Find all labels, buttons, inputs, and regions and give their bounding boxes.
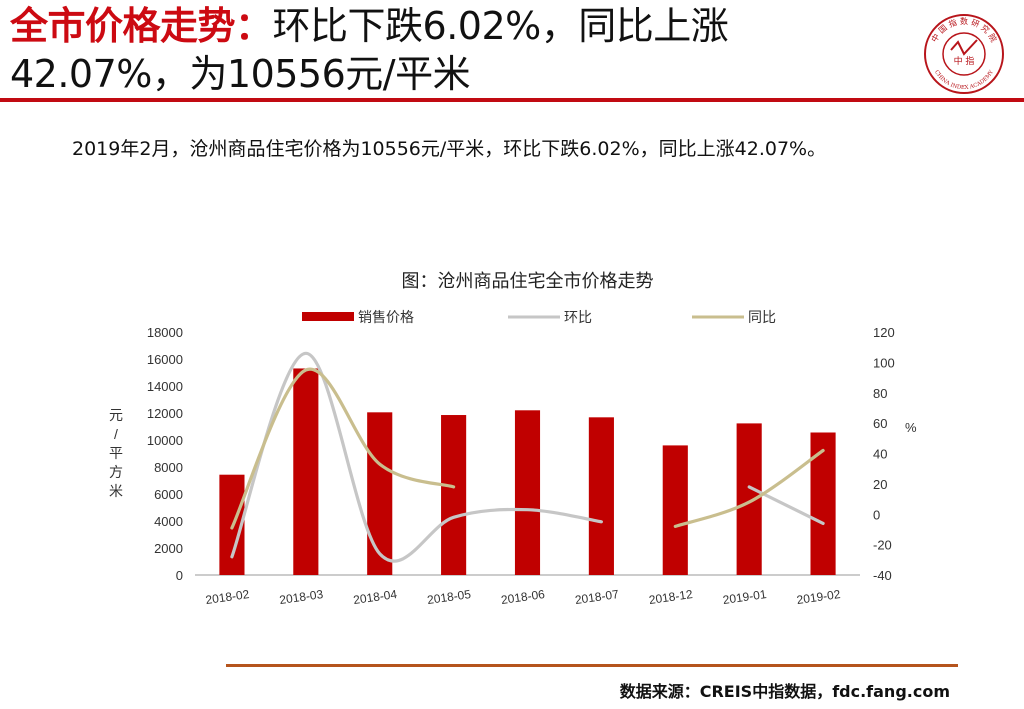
y-right-tick-label: 120 (873, 325, 895, 340)
legend-label: 销售价格 (358, 309, 414, 325)
y-left-tick-label: 0 (176, 568, 183, 583)
y-right-tick-label: 60 (873, 416, 887, 431)
logo-zigzag-mark (950, 39, 978, 56)
y-left-tick-label: 6000 (154, 487, 183, 502)
y-left-tick-label: 14000 (147, 379, 183, 394)
y-right-tick-label: 80 (873, 386, 887, 401)
x-tick-label: 2018-07 (574, 587, 620, 607)
bar-sales-price (293, 368, 319, 575)
y-left-axis-label-char: 平 (109, 445, 123, 461)
y-left-tick-label: 16000 (147, 352, 183, 367)
line-yoy (673, 448, 825, 528)
line-mom (230, 351, 603, 563)
y-right-tick-label: -40 (873, 568, 892, 583)
svg-text:CHINA INDEX ACADEMY: CHINA INDEX ACADEMY (933, 69, 995, 91)
y-right-tick-label: -20 (873, 538, 892, 553)
bar-sales-price (810, 432, 836, 575)
y-right-tick-label: 40 (873, 447, 887, 462)
title-divider (0, 98, 1024, 102)
bar-sales-price (514, 410, 541, 575)
y-left-tick-label: 18000 (147, 325, 183, 340)
line-mom (747, 485, 825, 525)
chart-title: 图：沧州商品住宅全市价格走势 (402, 271, 654, 291)
x-tick-label: 2018-03 (278, 587, 324, 607)
x-tick-label: 2018-12 (648, 587, 694, 607)
y-left-axis-label-char: 元 (109, 407, 123, 423)
logo-bottom-text: CHINA INDEX ACADEMY (933, 69, 995, 91)
y-left-tick-label: 4000 (154, 514, 183, 529)
y-left-tick-label: 8000 (154, 460, 183, 475)
legend-swatch-bar (302, 312, 354, 321)
y-left-tick-label: 10000 (147, 433, 183, 448)
y-right-axis-label: % (905, 420, 917, 435)
data-source: 数据来源：CREIS中指数据，fdc.fang.com (619, 682, 950, 701)
line-yoy (230, 367, 456, 530)
title-line-2: 42.07%，为10556元/平米 (10, 52, 471, 96)
y-left-tick-label: 2000 (154, 541, 183, 556)
y-left-axis-label-char: 米 (109, 483, 123, 499)
x-tick-label: 2019-01 (722, 587, 768, 607)
bar-sales-price (662, 445, 688, 575)
x-tick-label: 2018-04 (352, 587, 398, 607)
y-right-tick-label: 20 (873, 477, 887, 492)
x-tick-label: 2019-02 (796, 587, 842, 607)
y-left-axis-label-char: / (114, 426, 118, 442)
legend-label: 环比 (564, 309, 592, 325)
china-index-academy-logo: 中 指 中 国 指 数 研 究 院 CHINA INDEX ACADEMY (924, 14, 1004, 94)
title-line-1: 环比下跌6.02%，同比上涨 (272, 4, 729, 48)
logo-center-text: 中 指 (954, 55, 975, 67)
y-right-tick-label: 100 (873, 355, 895, 370)
bottom-divider (226, 664, 958, 667)
x-tick-label: 2018-06 (500, 587, 546, 607)
slide-title: 全市价格走势：环比下跌6.02%，同比上涨 42.07%，为10556元/平米 (10, 2, 890, 98)
x-tick-label: 2018-05 (426, 587, 472, 607)
summary-text: 2019年2月，沧州商品住宅价格为10556元/平米，环比下跌6.02%，同比上… (72, 138, 827, 160)
logo-inner-ring (942, 32, 986, 76)
legend-label: 同比 (748, 309, 776, 325)
bar-sales-price (441, 415, 467, 575)
logo-top-text: 中 国 指 数 研 究 院 (929, 16, 999, 44)
title-accent: 全市价格走势： (10, 4, 273, 48)
bar-sales-price (588, 417, 614, 575)
svg-text:中 国 指 数 研 究 院: 中 国 指 数 研 究 院 (929, 16, 999, 44)
logo-outer-ring (924, 14, 1004, 94)
y-right-tick-label: 0 (873, 507, 880, 522)
y-left-axis-label-char: 方 (109, 464, 123, 480)
bar-sales-price (736, 423, 762, 575)
y-left-tick-label: 12000 (147, 406, 183, 421)
bar-sales-price (367, 412, 393, 575)
x-tick-label: 2018-02 (205, 587, 251, 607)
